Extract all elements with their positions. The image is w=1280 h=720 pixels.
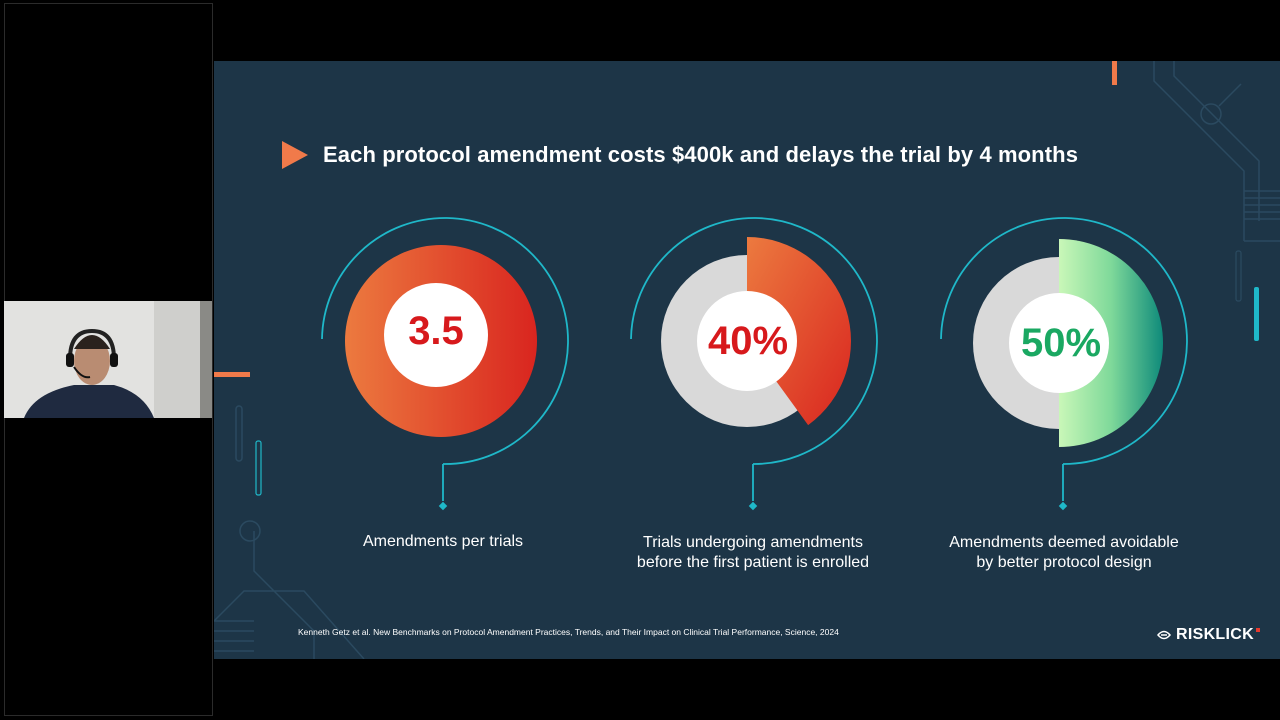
logo-dot [1255, 628, 1260, 632]
logo-text: RISKLICK [1176, 626, 1254, 643]
presenter-webcam-image [4, 301, 212, 418]
stat-3-wedge [1059, 239, 1163, 447]
citation-text: Kenneth Getz et al. New Benchmarks on Pr… [298, 627, 839, 637]
presenter-webcam[interactable] [4, 301, 212, 418]
stat-3-graphic [940, 217, 1188, 511]
play-triangle-icon [282, 141, 308, 169]
teal-accent-bar [1254, 287, 1259, 341]
slide-title: Each protocol amendment costs $400k and … [323, 142, 1079, 167]
presentation-slide: Each protocol amendment costs $400k and … [214, 61, 1280, 659]
slide-title-row: Each protocol amendment costs $400k and … [282, 141, 1078, 169]
stat-2-value: 40% [707, 319, 789, 363]
stat-3-label: Amendments deemed avoidable by better pr… [949, 534, 1179, 571]
stat-3-value: 50% [1020, 321, 1102, 365]
slide-decoration [214, 61, 1280, 659]
logo-mark-icon [1157, 630, 1171, 640]
stat-2-graphic [630, 217, 878, 511]
risklick-logo: RISKLICK [1156, 626, 1260, 644]
orange-accent-bar-left [214, 372, 250, 377]
stat-2-wedge [747, 237, 851, 426]
stat-2-label: Trials undergoing amendments before the … [636, 534, 870, 571]
stat-1-value: 3.5 [408, 309, 464, 353]
stat-1-label: Amendments per trials [362, 533, 524, 550]
orange-accent-bar-top [1112, 61, 1117, 85]
stat-1-graphic [321, 217, 569, 511]
